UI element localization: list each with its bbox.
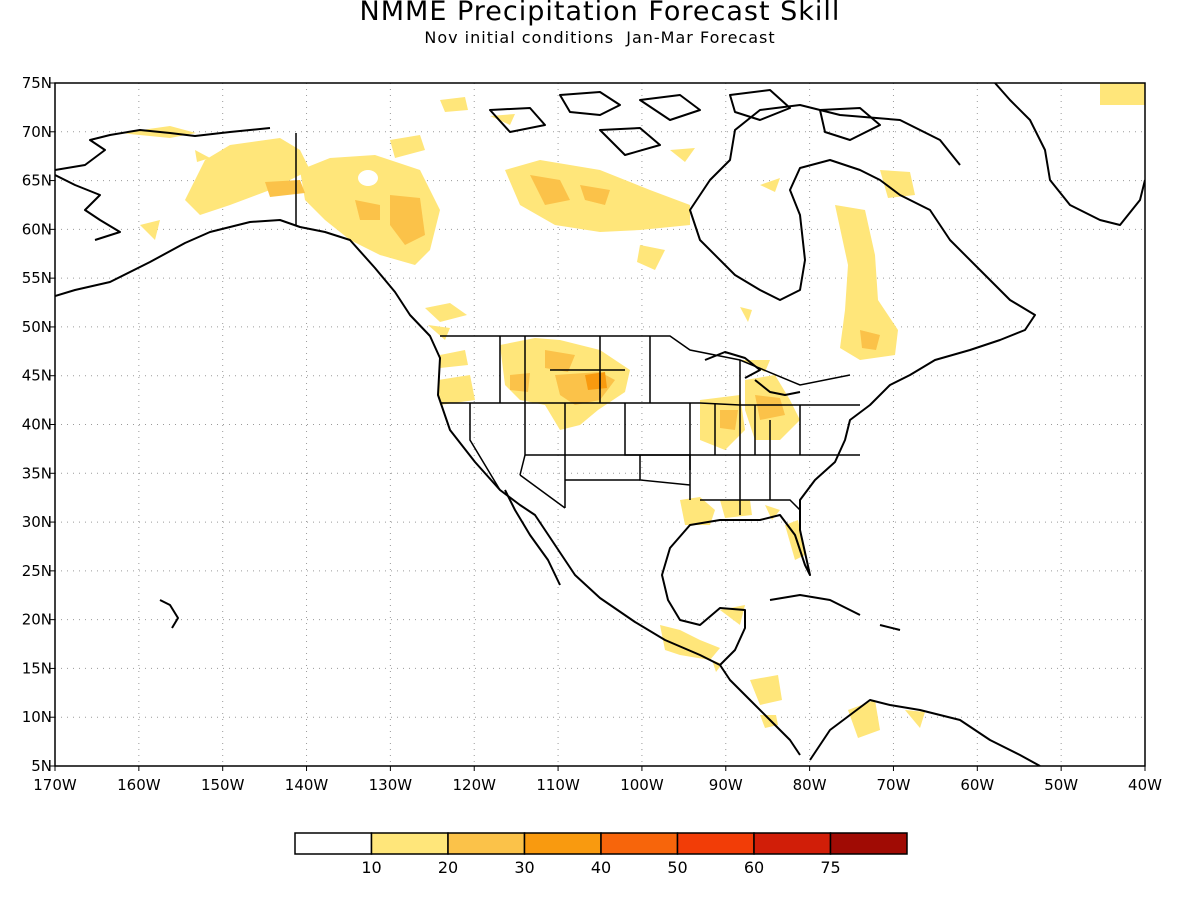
state-boundaries: [295, 133, 860, 515]
legend-label: 30: [514, 858, 534, 877]
legend-label: 10: [361, 858, 381, 877]
legend-swatch: [523, 832, 602, 855]
lon-tick-label: 90W: [709, 776, 743, 794]
lat-tick-label: 55N: [22, 269, 52, 287]
lon-tick-label: 140W: [285, 776, 329, 794]
lon-tick-label: 80W: [793, 776, 827, 794]
legend-swatch: [829, 832, 908, 855]
coastlines: [55, 83, 1145, 766]
lat-tick-label: 5N: [31, 757, 52, 775]
legend-swatch: [676, 832, 755, 855]
legend-label: 20: [438, 858, 458, 877]
lon-tick-label: 130W: [369, 776, 413, 794]
legend-label: 40: [591, 858, 611, 877]
lat-tick-label: 50N: [22, 318, 52, 336]
lat-tick-label: 60N: [22, 220, 52, 238]
legend-label: 75: [820, 858, 840, 877]
lon-tick-label: 40W: [1128, 776, 1162, 794]
lon-tick-label: 60W: [960, 776, 994, 794]
lat-tick-label: 75N: [22, 74, 52, 92]
lon-tick-label: 170W: [33, 776, 77, 794]
lon-tick-label: 50W: [1044, 776, 1078, 794]
legend-swatch: [600, 832, 679, 855]
lat-tick-label: 35N: [22, 464, 52, 482]
skill-shading: [120, 83, 1145, 738]
legend-swatch: [753, 832, 832, 855]
legend-swatch: [294, 832, 373, 855]
axis-ticks: [50, 82, 1146, 771]
longitude-axis: 170W 160W 150W 140W 130W 120W 110W 100W 90W 80W 70…: [33, 776, 1162, 794]
latitude-axis: 5N 10N 15N 20N 25N 30N 35N 40N 45N 50N 55N 60N 65N 70…: [22, 74, 52, 775]
lat-tick-label: 70N: [22, 123, 52, 141]
legend-label: 50: [667, 858, 687, 877]
lon-tick-label: 100W: [620, 776, 664, 794]
legend-label: 60: [744, 858, 764, 877]
lat-tick-label: 30N: [22, 513, 52, 531]
color-legend: 10 20 30 40 50 60 75: [294, 832, 908, 877]
lat-tick-label: 65N: [22, 172, 52, 190]
lat-tick-label: 45N: [22, 367, 52, 385]
lat-tick-label: 15N: [22, 659, 52, 677]
lat-tick-label: 20N: [22, 611, 52, 629]
lon-tick-label: 150W: [201, 776, 245, 794]
legend-swatch: [370, 832, 449, 855]
legend-swatch: [447, 832, 526, 855]
lat-tick-label: 10N: [22, 708, 52, 726]
lon-tick-label: 160W: [117, 776, 161, 794]
lat-tick-label: 25N: [22, 562, 52, 580]
map-subtitle: Nov initial conditions Jan-Mar Forecast: [424, 28, 776, 47]
lon-tick-label: 120W: [452, 776, 496, 794]
lat-tick-label: 40N: [22, 416, 52, 434]
lon-tick-label: 110W: [536, 776, 580, 794]
map-title: NMME Precipitation Forecast Skill: [359, 0, 841, 27]
lon-tick-label: 70W: [877, 776, 911, 794]
